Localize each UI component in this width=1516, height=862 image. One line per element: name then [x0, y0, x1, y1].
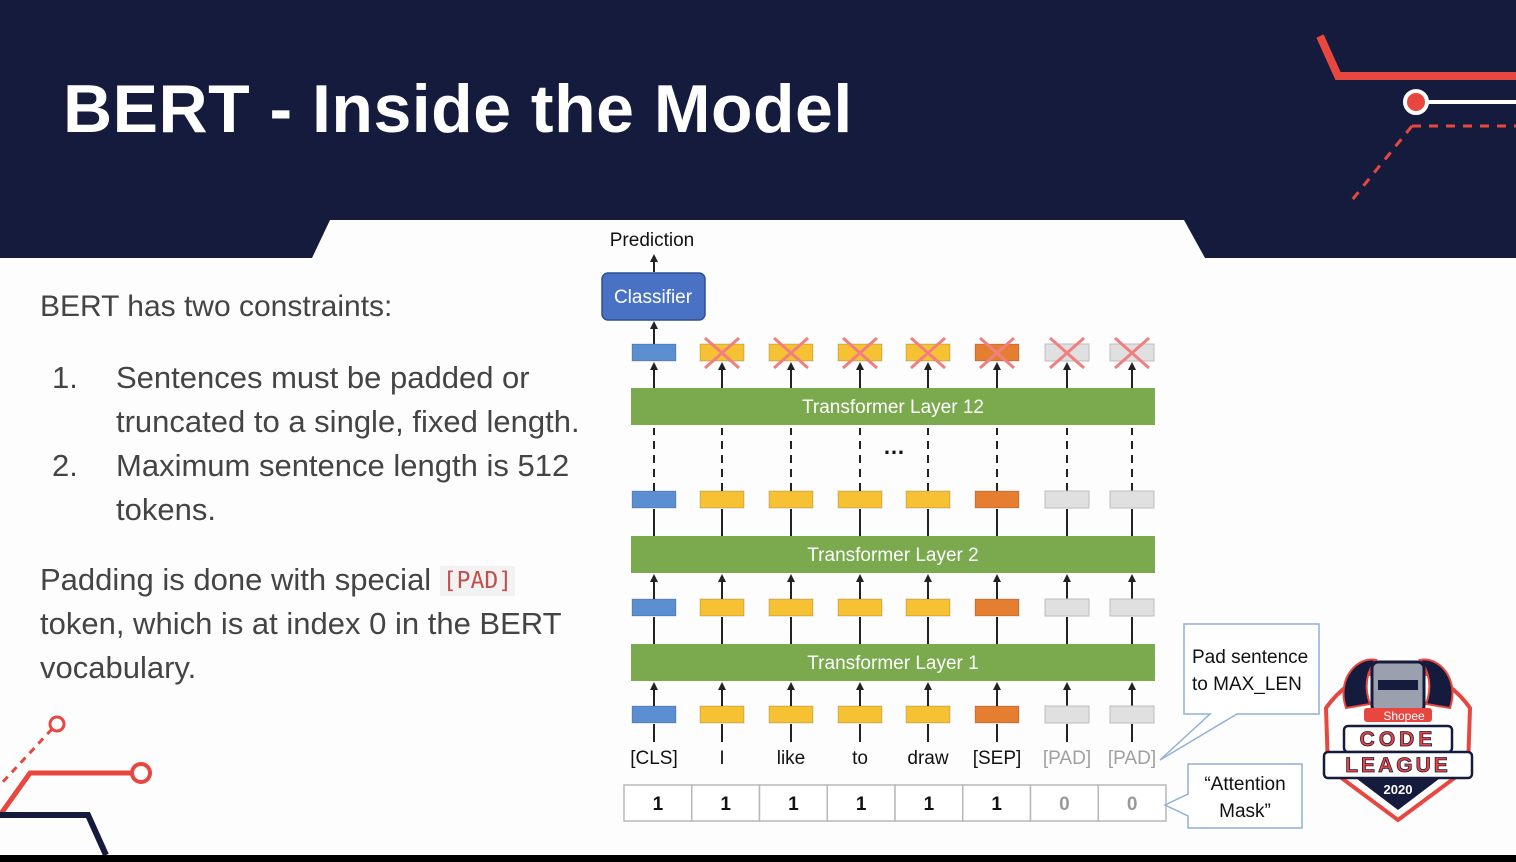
token-label: to: [852, 748, 868, 769]
transformer-layer-12: [631, 388, 1155, 425]
embedding-box: [768, 598, 814, 617]
logo-league: LEAGUE: [1345, 754, 1451, 777]
mask-value: 1: [720, 794, 731, 815]
classifier-label: Classifier: [614, 287, 693, 308]
pad-token-code: [PAD]: [439, 566, 516, 596]
mask-value: 0: [1059, 794, 1070, 815]
transformer-layer-1-label: Transformer Layer 1: [807, 653, 978, 674]
transformer-layer-2-label: Transformer Layer 2: [807, 545, 978, 566]
mask-cell: [962, 784, 1032, 822]
embedding-box: [699, 705, 745, 724]
transformer-layer-1: [631, 644, 1155, 681]
embedding-box: [837, 598, 883, 617]
embedding-box: [974, 490, 1020, 509]
code-league-logo: Shopee CODE LEAGUE 2020: [1322, 658, 1474, 823]
embedding-box: [905, 598, 951, 617]
mask-cell: [894, 784, 964, 822]
mask-value: 1: [653, 794, 664, 815]
embedding-box: [837, 490, 883, 509]
callout-pad-line: to MAX_LEN: [1192, 674, 1302, 695]
discard-cross: [910, 336, 946, 370]
mask-cell: [691, 784, 761, 822]
discard-cross: [1049, 336, 1085, 370]
header-background: [0, 0, 1516, 258]
token-label: [SEP]: [973, 748, 1022, 769]
slide-title: BERT - Inside the Model: [63, 71, 853, 147]
callout-pad-line: Pad sentence: [1192, 647, 1308, 668]
embedding-box: [905, 490, 951, 509]
token-label: draw: [907, 748, 948, 769]
logo-brand: Shopee: [1383, 709, 1425, 723]
embedding-box: [631, 343, 677, 362]
embedding-box: [1109, 598, 1155, 617]
circuit-decoration-bottom: [0, 715, 152, 855]
callout-mask-line: “Attention: [1204, 774, 1285, 795]
classifier-box: [601, 272, 706, 321]
embedding-box: [1044, 598, 1090, 617]
logo-year: 2020: [1384, 782, 1413, 797]
logo-code: CODE: [1360, 728, 1437, 751]
embedding-box: [699, 490, 745, 509]
discard-cross: [704, 336, 740, 370]
embedding-box: [1044, 705, 1090, 724]
mask-value: 1: [991, 794, 1002, 815]
list-item-text: tokens.: [116, 492, 216, 527]
mask-cell: [1097, 784, 1167, 822]
circuit-decoration-top: [1316, 34, 1516, 201]
callout-mask-line: Mask”: [1219, 801, 1271, 822]
discard-cross: [773, 336, 809, 370]
layers-ellipsis: …: [883, 434, 905, 459]
token-label: [PAD]: [1108, 748, 1156, 769]
embedding-box: [974, 705, 1020, 724]
transformer-layer-12-label: Transformer Layer 12: [802, 397, 984, 418]
list-item-text: truncated to a single, fixed length.: [116, 404, 580, 439]
embedding-box: [905, 705, 951, 724]
padding-text: Padding is done with special [PAD]: [40, 562, 516, 598]
mask-cell: [1029, 784, 1099, 822]
constraints-intro: BERT has two constraints:: [40, 290, 393, 323]
token-label: like: [777, 748, 806, 769]
mask-cell: [826, 784, 896, 822]
token-label: I: [719, 748, 724, 769]
token-label: [CLS]: [630, 748, 678, 769]
discard-cross: [1114, 336, 1150, 370]
discard-cross: [842, 336, 878, 370]
callout-attention-mask: “Attention Mask”: [1163, 763, 1303, 829]
embedding-box: [768, 705, 814, 724]
discard-cross: [979, 336, 1015, 370]
embedding-box: [1044, 490, 1090, 509]
padding-prefix: Padding is done with special: [40, 562, 432, 597]
mask-value: 1: [788, 794, 799, 815]
embedding-box: [1109, 705, 1155, 724]
embedding-box: [768, 490, 814, 509]
token-label: [PAD]: [1043, 748, 1091, 769]
padding-text: token, which is at index 0 in the BERT: [40, 606, 562, 641]
mask-value: 0: [1127, 794, 1138, 815]
callout-pad-sentence: Pad sentence to MAX_LEN: [1159, 623, 1320, 761]
embedding-box: [1109, 490, 1155, 509]
mask-cell: [623, 784, 693, 822]
embedding-box: [631, 490, 677, 509]
transformer-layer-2: [631, 536, 1155, 573]
prediction-label: Prediction: [610, 230, 695, 251]
mask-value: 1: [924, 794, 935, 815]
list-item-text: Maximum sentence length is 512: [116, 448, 570, 483]
embedding-box: [631, 705, 677, 724]
list-number: 2.: [52, 448, 78, 483]
embedding-box: [974, 598, 1020, 617]
padding-text: vocabulary.: [40, 650, 197, 685]
list-number: 1.: [52, 360, 78, 395]
mask-value: 1: [856, 794, 867, 815]
embedding-box: [631, 598, 677, 617]
embedding-box: [837, 705, 883, 724]
list-item-text: Sentences must be padded or: [116, 360, 530, 395]
embedding-box: [699, 598, 745, 617]
